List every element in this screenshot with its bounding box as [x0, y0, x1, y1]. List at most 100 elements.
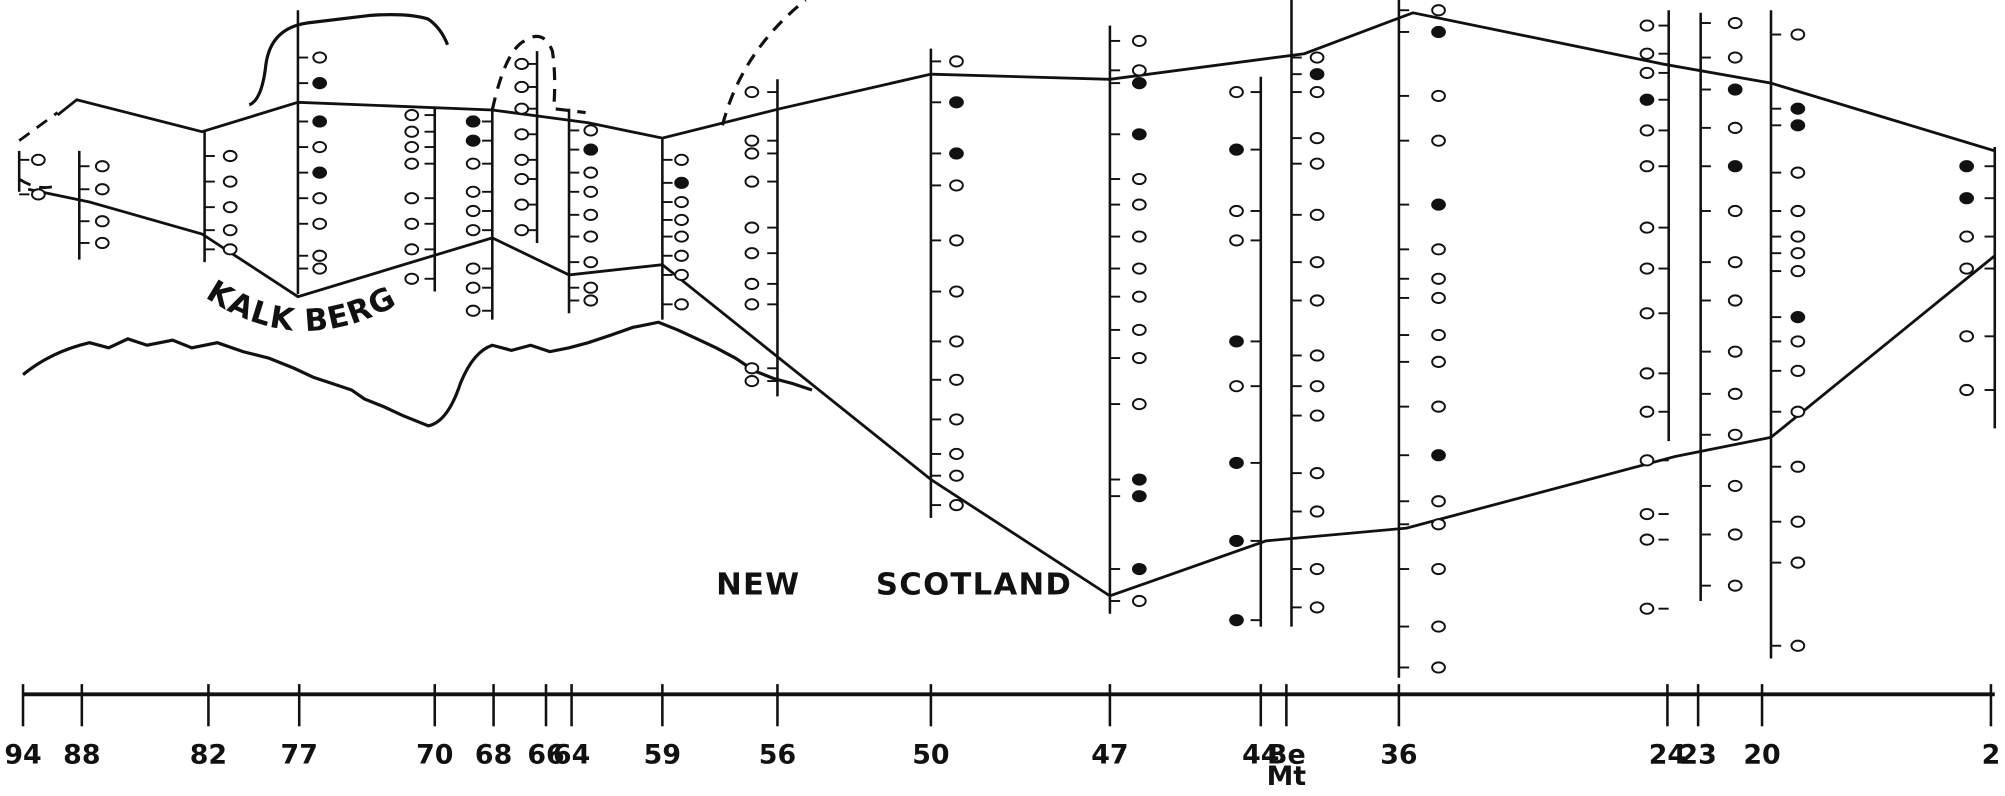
fossil-open	[584, 210, 597, 220]
fossil-solid	[1960, 161, 1973, 171]
fossil-open	[467, 159, 480, 169]
fossil-open	[950, 375, 963, 385]
fossil-open	[1960, 263, 1973, 273]
station-label: 56	[759, 739, 796, 770]
fossil-open	[584, 257, 597, 267]
fossil-open	[1791, 366, 1804, 376]
fossil-open	[1641, 49, 1654, 59]
fossil-solid	[1133, 564, 1146, 574]
fossil-open	[405, 244, 418, 254]
fossil-open	[584, 187, 597, 197]
fossil-solid	[467, 136, 480, 146]
fossil-open	[1432, 519, 1445, 529]
station-label: 36	[1380, 739, 1417, 770]
fossil-open	[1311, 564, 1324, 574]
fossil-open	[1729, 347, 1742, 357]
fossil-open	[96, 238, 109, 248]
fossil-solid	[1133, 78, 1146, 88]
fossil-open	[675, 215, 688, 225]
fossil-open	[1791, 168, 1804, 178]
fossil-open	[313, 193, 326, 203]
fossil-open	[1432, 330, 1445, 340]
formation-label: KALK BERG	[201, 274, 403, 339]
fossil-open	[224, 151, 237, 161]
fossil-open	[1791, 248, 1804, 258]
fossil-open	[1432, 621, 1445, 631]
fossil-open	[1230, 381, 1243, 391]
fossil-solid	[1791, 120, 1804, 130]
station-label: 82	[190, 739, 227, 770]
fossil-solid	[950, 97, 963, 107]
fossil-open	[1729, 581, 1742, 591]
fossil-solid	[1230, 458, 1243, 468]
fossil-open	[1960, 385, 1973, 395]
fossil-open	[96, 161, 109, 171]
upper-boundary	[58, 13, 1995, 151]
fossil-open	[515, 174, 528, 184]
fossil-open	[1311, 210, 1324, 220]
fossil-open	[1311, 87, 1324, 97]
fossil-open	[675, 231, 688, 241]
station-label: 23	[1679, 739, 1716, 770]
fossil-open	[1432, 662, 1445, 672]
fossil-solid	[1729, 84, 1742, 94]
fossil-open	[467, 263, 480, 273]
fossil-solid	[1432, 27, 1445, 37]
fossil-open	[1641, 535, 1654, 545]
fossil-open	[1729, 295, 1742, 305]
fossil-open	[950, 56, 963, 66]
fossil-open	[1311, 468, 1324, 478]
station-label: 77	[281, 739, 318, 770]
fossil-open	[1641, 263, 1654, 273]
fossil-open	[950, 414, 963, 424]
fossil-open	[1960, 331, 1973, 341]
fossil-open	[405, 142, 418, 152]
fossil-open	[675, 251, 688, 261]
fossil-open	[1133, 199, 1146, 209]
fossil-open	[1133, 399, 1146, 409]
fossil-open	[224, 176, 237, 186]
formation-label: SCOTLAND	[876, 568, 1072, 603]
fossil-open	[1641, 368, 1654, 378]
formation-label: KALK BERG	[201, 274, 403, 339]
fossil-open	[1641, 308, 1654, 318]
station-label: 47	[1091, 739, 1128, 770]
fossil-open	[1133, 263, 1146, 273]
station-ticks: 94888277706866645956504744BeMt362423202	[4, 684, 2000, 792]
formation-label: NEW	[716, 568, 800, 603]
fossil-open	[1791, 462, 1804, 472]
fossil-open	[1641, 509, 1654, 519]
fossil-open	[1791, 558, 1804, 568]
fossil-open	[224, 244, 237, 254]
fossil-open	[96, 216, 109, 226]
fossil-open	[950, 286, 963, 296]
fossil-open	[224, 225, 237, 235]
fossil-open	[515, 129, 528, 139]
fossil-open	[584, 125, 597, 135]
fossil-open	[1133, 292, 1146, 302]
fossil-open	[1311, 52, 1324, 62]
fossil-open	[1311, 257, 1324, 267]
fossil-open	[405, 193, 418, 203]
fossil-open	[1311, 133, 1324, 143]
fossil-open	[1133, 596, 1146, 606]
fossil-open	[1729, 389, 1742, 399]
fossil-open	[950, 336, 963, 346]
fossil-open	[1641, 222, 1654, 232]
fossil-solid	[950, 148, 963, 158]
fossil-open	[1641, 161, 1654, 171]
fossil-open	[675, 197, 688, 207]
fossil-solid	[1230, 144, 1243, 154]
fossil-open	[1432, 402, 1445, 412]
fossil-open	[584, 168, 597, 178]
fossil-open	[1133, 231, 1146, 241]
fossil-open	[1432, 564, 1445, 574]
fossil-open	[1133, 65, 1146, 75]
fossil-open	[584, 283, 597, 293]
fossil-solid	[1230, 615, 1243, 625]
station-label: 88	[63, 739, 100, 770]
fossil-open	[1641, 20, 1654, 30]
fossil-open	[950, 180, 963, 190]
station-label: 64	[553, 739, 590, 770]
fossil-open	[1432, 496, 1445, 506]
